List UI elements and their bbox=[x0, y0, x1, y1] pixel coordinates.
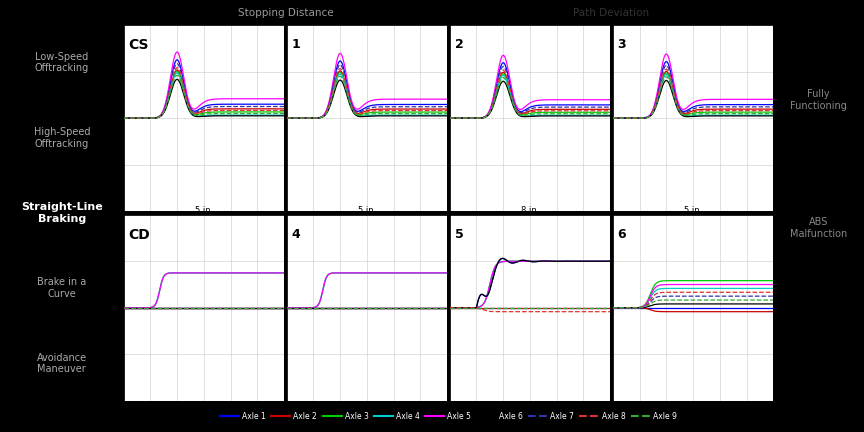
Text: 1: 1 bbox=[291, 38, 300, 51]
Title: 8 in.: 8 in. bbox=[521, 206, 539, 215]
X-axis label: Time (seconds): Time (seconds) bbox=[340, 413, 393, 419]
Legend: Axle 1, Axle 2, Axle 3, Axle 4, Axle 5, Axle 6, Axle 7, Axle 8, Axle 9: Axle 1, Axle 2, Axle 3, Axle 4, Axle 5, … bbox=[217, 409, 680, 424]
Title: 5 in.: 5 in. bbox=[194, 206, 213, 215]
Y-axis label: Path Deviation (in.): Path Deviation (in.) bbox=[98, 277, 103, 338]
Y-axis label: Path Deviation (in.): Path Deviation (in.) bbox=[98, 88, 103, 149]
Title: 8 in.: 8 in. bbox=[358, 16, 376, 25]
Text: Brake
Failure: Brake Failure bbox=[798, 330, 839, 352]
Text: CD: CD bbox=[129, 228, 150, 242]
X-axis label: Time (seconds): Time (seconds) bbox=[177, 413, 231, 419]
Text: Brake in a
Curve: Brake in a Curve bbox=[37, 277, 86, 299]
Text: Low-Speed
Offtracking: Low-Speed Offtracking bbox=[35, 52, 89, 73]
Text: 4: 4 bbox=[291, 228, 300, 241]
Text: 2: 2 bbox=[454, 38, 463, 51]
Text: CS: CS bbox=[129, 38, 149, 52]
Text: Straight-Line
Braking: Straight-Line Braking bbox=[21, 202, 103, 224]
Title: 8 in.: 8 in. bbox=[683, 16, 702, 25]
Text: 3: 3 bbox=[618, 38, 626, 51]
Title: 5 in.: 5 in. bbox=[358, 206, 376, 215]
Title: 5 in.: 5 in. bbox=[684, 206, 702, 215]
Text: 5: 5 bbox=[454, 228, 463, 241]
Text: High-Speed
Offtracking: High-Speed Offtracking bbox=[34, 127, 90, 149]
Text: Avoidance
Maneuver: Avoidance Maneuver bbox=[36, 353, 87, 374]
Text: Stopping Distance: Stopping Distance bbox=[238, 7, 334, 18]
Text: Path Deviation: Path Deviation bbox=[574, 7, 650, 18]
Title: 7 in.: 7 in. bbox=[521, 16, 539, 25]
Text: Fully
Functioning: Fully Functioning bbox=[791, 89, 847, 111]
X-axis label: Time (seconds): Time (seconds) bbox=[666, 413, 720, 419]
Title: 8 in.: 8 in. bbox=[194, 16, 213, 25]
X-axis label: Time (seconds): Time (seconds) bbox=[504, 413, 556, 419]
Text: 6: 6 bbox=[618, 228, 626, 241]
Text: ABS
Malfunction: ABS Malfunction bbox=[790, 217, 848, 239]
